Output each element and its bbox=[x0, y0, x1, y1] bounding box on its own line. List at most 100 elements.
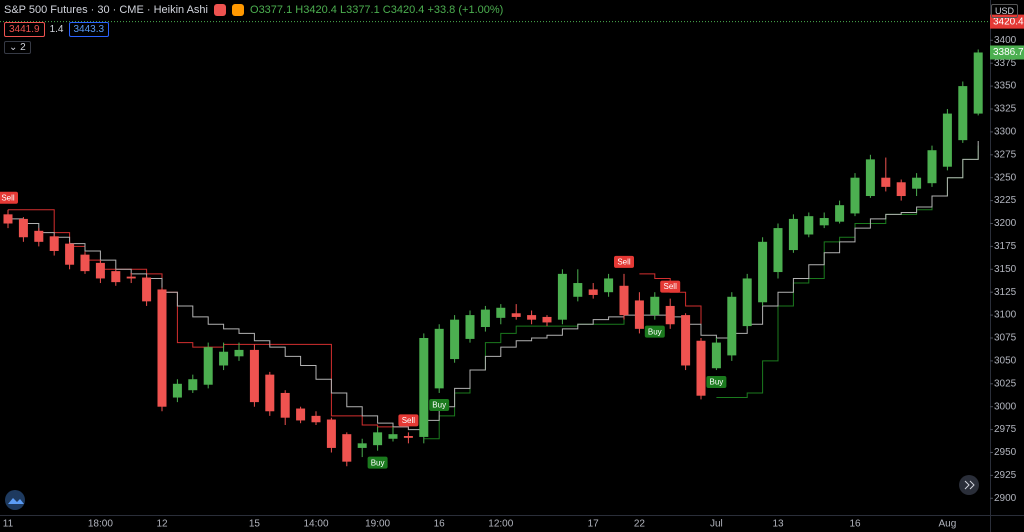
ohlc-value: 3377.1 bbox=[346, 4, 380, 16]
candle-body bbox=[419, 337, 429, 437]
candle-body bbox=[219, 351, 229, 366]
signal-badge bbox=[0, 191, 18, 204]
candle-body bbox=[249, 349, 259, 403]
candle-body bbox=[804, 216, 814, 235]
y-tick-label: 2925 bbox=[994, 470, 1017, 481]
ohlc-value: 3420.4 bbox=[390, 4, 425, 16]
candle-body bbox=[819, 218, 829, 226]
candle-body bbox=[927, 150, 937, 184]
x-tick-label: 16 bbox=[434, 519, 446, 530]
candle-body bbox=[835, 205, 845, 222]
candle-body bbox=[557, 273, 567, 320]
candle-body bbox=[650, 296, 660, 316]
candle-body bbox=[681, 315, 691, 366]
y-tick-label: 3025 bbox=[994, 378, 1017, 389]
candle-body bbox=[403, 436, 413, 438]
x-tick-label: 12 bbox=[156, 519, 168, 530]
y-tick-label: 3225 bbox=[994, 195, 1017, 206]
overlay-line bbox=[8, 141, 979, 431]
candle-body bbox=[450, 319, 460, 360]
x-tick-label: 19:00 bbox=[365, 519, 390, 530]
signal-label: Sell bbox=[617, 257, 631, 266]
ohlc: O3377.1 H3420.4 L3377.1 C3420.4 +33.8 (+… bbox=[250, 4, 503, 16]
signal-badge bbox=[398, 414, 419, 427]
candle-body bbox=[758, 241, 768, 303]
signal-label: Buy bbox=[648, 327, 662, 336]
signal-label: Buy bbox=[432, 401, 446, 410]
candle-body bbox=[912, 177, 922, 189]
signal-label: Sell bbox=[1, 193, 15, 202]
y-tick-label: 3300 bbox=[994, 127, 1017, 138]
candle-body bbox=[80, 254, 90, 272]
candle-body bbox=[65, 243, 75, 265]
candle-body bbox=[388, 434, 398, 439]
y-tick-label: 3150 bbox=[994, 264, 1017, 275]
scroll-icon bbox=[964, 480, 975, 490]
signal-badge bbox=[429, 398, 450, 411]
candle-body bbox=[619, 285, 629, 316]
price-tag-label: 3420.4 bbox=[993, 16, 1024, 27]
candle-body bbox=[357, 443, 367, 448]
candle-body bbox=[203, 347, 213, 385]
candle-body bbox=[280, 392, 290, 418]
candle-body bbox=[172, 383, 182, 398]
candle-body bbox=[34, 230, 44, 242]
candle-body bbox=[142, 277, 152, 302]
candle-body bbox=[126, 276, 136, 279]
y-tick-label: 3325 bbox=[994, 104, 1017, 115]
candle-body bbox=[311, 415, 321, 423]
candle-body bbox=[896, 182, 906, 197]
symbol: S&P 500 Futures · 30 · CME · Heikin Ashi bbox=[4, 4, 208, 16]
candle-body bbox=[588, 289, 598, 295]
candle-body bbox=[696, 340, 706, 396]
candle-body bbox=[326, 419, 336, 448]
candle-body bbox=[573, 283, 583, 297]
x-tick-label: 22 bbox=[634, 519, 646, 530]
candle-body bbox=[958, 86, 968, 141]
candle-body bbox=[527, 315, 537, 320]
indicator-value: 3441.9 bbox=[4, 22, 45, 37]
candle-body bbox=[18, 218, 28, 238]
y-tick-label: 2975 bbox=[994, 424, 1017, 435]
collapsed-count: 2 bbox=[20, 42, 26, 53]
candle-body bbox=[434, 328, 444, 389]
candle-body bbox=[881, 177, 891, 187]
candle-body bbox=[296, 408, 306, 421]
signal-badge bbox=[614, 255, 634, 268]
x-tick-label: Aug bbox=[939, 519, 957, 530]
y-tick-label: 3075 bbox=[994, 333, 1017, 344]
candle-body bbox=[850, 177, 860, 214]
y-tick-label: 3375 bbox=[994, 58, 1017, 69]
candle-body bbox=[865, 159, 875, 197]
y-tick-label: 3275 bbox=[994, 149, 1017, 160]
change: +33.8 (+1.00%) bbox=[427, 4, 504, 16]
y-tick-label: 3100 bbox=[994, 310, 1017, 321]
signal-label: Buy bbox=[710, 378, 724, 387]
candle-body bbox=[157, 289, 167, 407]
candle-body bbox=[742, 278, 752, 327]
delay-badge bbox=[232, 4, 244, 16]
ohlc-label: C bbox=[382, 4, 391, 16]
candle-body bbox=[465, 315, 475, 339]
candle-body bbox=[111, 271, 121, 283]
candle-body bbox=[773, 228, 783, 273]
currency[interactable]: USD bbox=[990, 4, 1018, 18]
y-tick-label: 3000 bbox=[994, 401, 1017, 412]
x-tick-label: 18:00 bbox=[88, 519, 113, 530]
x-tick-label: 16 bbox=[849, 519, 861, 530]
candle-body bbox=[727, 296, 737, 356]
candle-body bbox=[665, 305, 675, 325]
price-tag bbox=[990, 45, 1024, 60]
candle-body bbox=[49, 236, 59, 251]
x-tick-label: 13 bbox=[772, 519, 784, 530]
ohlc-value: 3420.4 bbox=[303, 4, 337, 16]
candle-body bbox=[3, 214, 13, 224]
candle-body bbox=[188, 379, 198, 391]
signal-badge bbox=[644, 325, 665, 338]
y-tick-label: 3175 bbox=[994, 241, 1017, 252]
collapse-toggle[interactable]: ⌄ 2 bbox=[4, 41, 31, 54]
signal-label: Buy bbox=[371, 458, 385, 467]
